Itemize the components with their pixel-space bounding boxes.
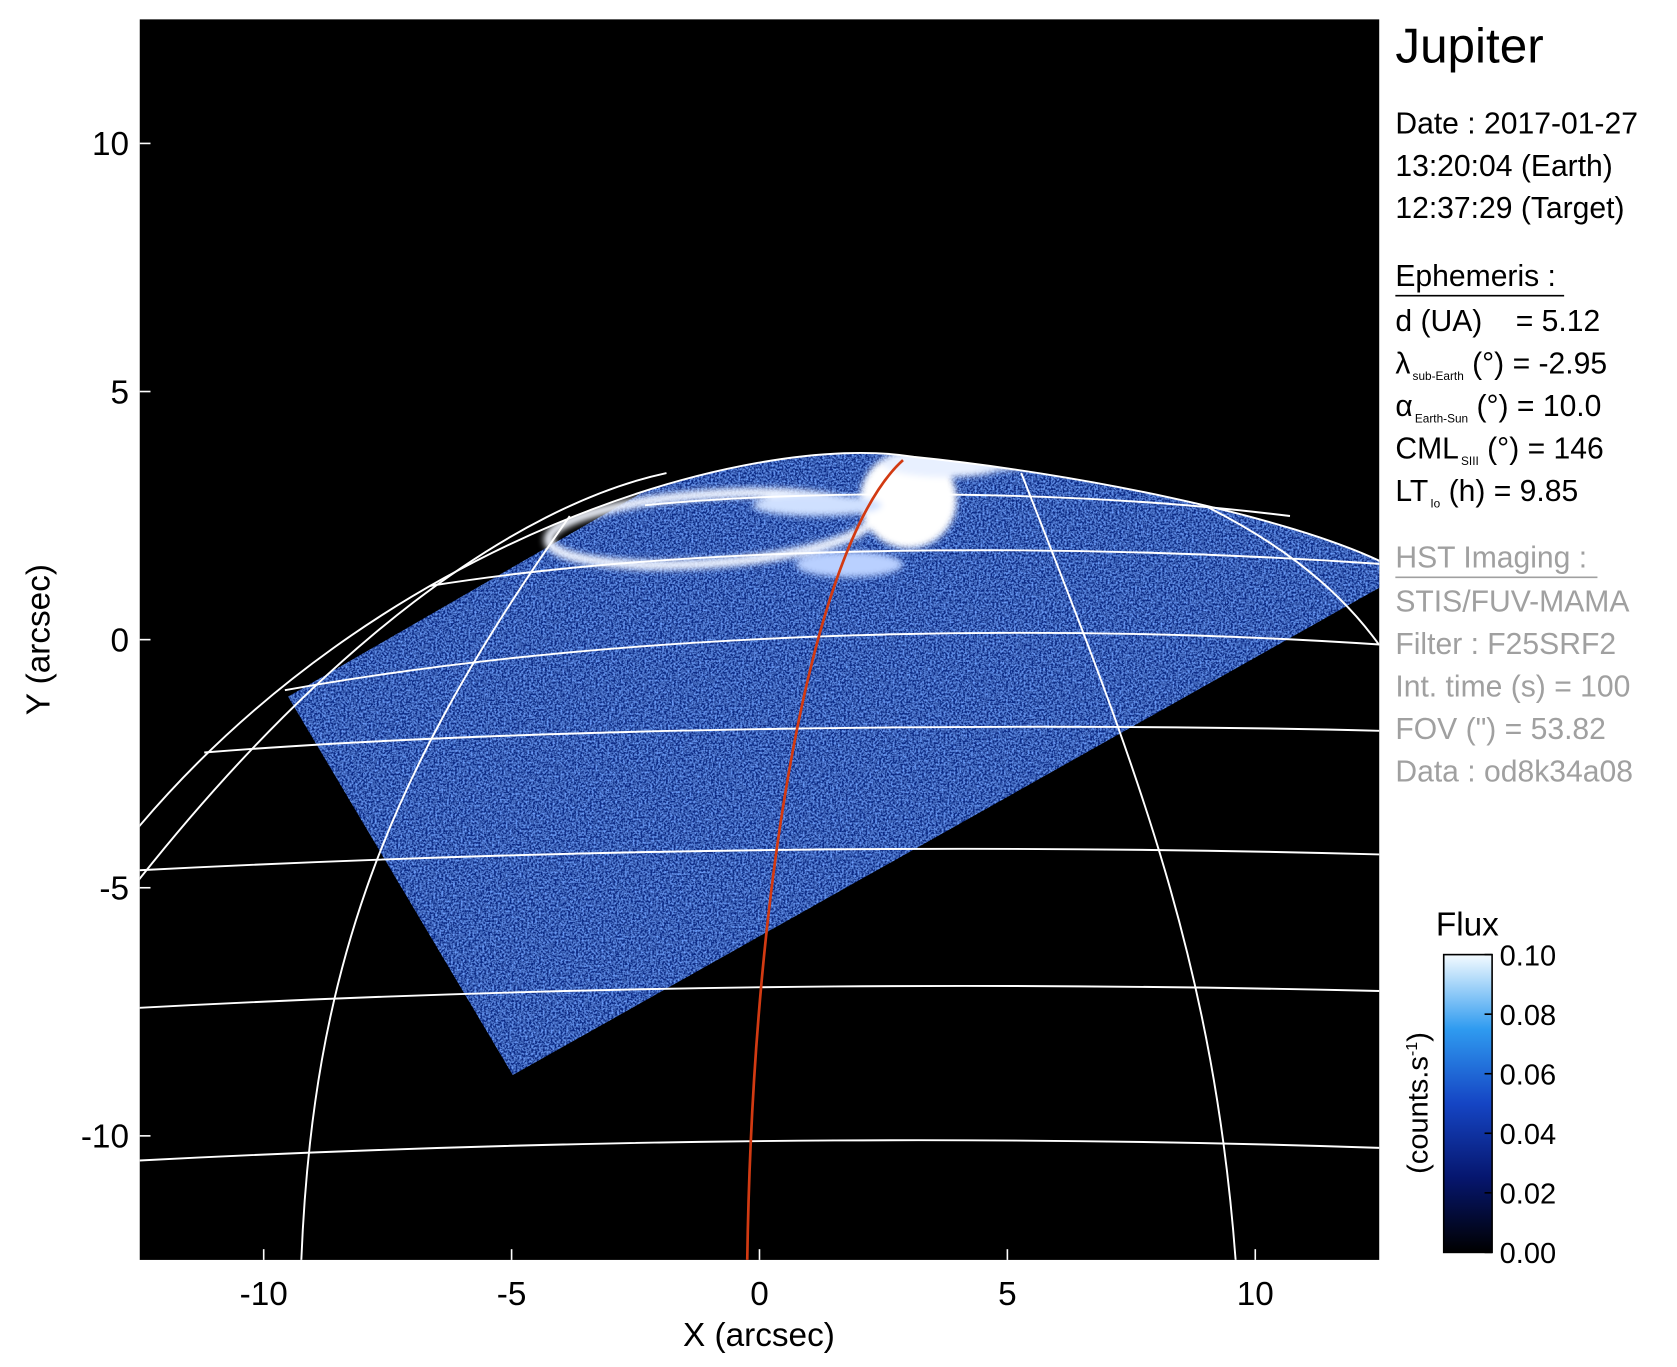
ephemeris-line: λ sub-Earth (°) = -2.95 xyxy=(1395,348,1607,383)
x-tick-label: -5 xyxy=(497,1276,527,1313)
panel-title: Jupiter xyxy=(1395,18,1543,73)
io-footprint-curve xyxy=(745,459,904,1260)
y-tick-label: 5 xyxy=(110,374,129,411)
x-tick-label: 10 xyxy=(1237,1276,1274,1313)
colorbar-label-sup: -1 xyxy=(1403,1042,1421,1056)
ephemeris-subscript: Earth-Sun xyxy=(1415,411,1468,425)
instrument-line: STIS/FUV-MAMA xyxy=(1395,586,1630,619)
colorbar-label-main: (counts.s xyxy=(1403,1056,1435,1174)
colorbar-label: (counts.s-1) xyxy=(1403,1032,1435,1174)
x-axis-label: X (arcsec) xyxy=(683,1317,835,1354)
date-line: Date : 2017-01-27 xyxy=(1395,107,1638,140)
ephemeris-subscript: SIII xyxy=(1461,454,1479,468)
planet-grid xyxy=(139,451,1380,1260)
colorbar-tick-label: 0.06 xyxy=(1500,1059,1556,1091)
ephemeris-value: (°) = 146 xyxy=(1479,433,1604,466)
y-tick-label: 0 xyxy=(110,622,129,659)
instrument-line: Data : od8k34a08 xyxy=(1395,756,1633,789)
colorbar-tick-label: 0.08 xyxy=(1500,1000,1556,1032)
ephemeris-line: CML SIII (°) = 146 xyxy=(1395,433,1603,468)
ephemeris-symbol: λ xyxy=(1395,348,1410,381)
ephemeris-value: (h) = 9.85 xyxy=(1440,475,1578,508)
x-tick-label: -10 xyxy=(240,1276,288,1313)
instrument-line: FOV (") = 53.82 xyxy=(1395,713,1606,746)
ephemeris-value: (°) = 10.0 xyxy=(1468,390,1601,423)
ephemeris-subscript: sub-Earth xyxy=(1413,369,1464,383)
ephemeris-line: d (UA) = 5.12 xyxy=(1395,305,1600,338)
y-tick-label: 10 xyxy=(92,126,129,163)
ephemeris-heading: Ephemeris : xyxy=(1395,260,1556,293)
ephemeris-line: α Earth-Sun (°) = 10.0 xyxy=(1395,390,1601,425)
colorbar-tick-label: 0.04 xyxy=(1500,1119,1556,1151)
ephemeris-value: (°) = -2.95 xyxy=(1464,348,1607,381)
instrument-heading: HST Imaging : xyxy=(1395,542,1587,575)
x-tick-label: 0 xyxy=(750,1276,769,1313)
date-line: 12:37:29 (Target) xyxy=(1395,192,1624,225)
ephemeris-symbol: CML xyxy=(1395,433,1459,466)
ephemeris-symbol: α xyxy=(1395,390,1412,423)
date-line: 13:20:04 (Earth) xyxy=(1395,150,1612,183)
x-tick-label: 5 xyxy=(998,1276,1017,1313)
instrument-line: Int. time (s) = 100 xyxy=(1395,671,1630,704)
colorbar xyxy=(1442,953,1493,1254)
ephemeris-symbol: d (UA) = 5.12 xyxy=(1395,305,1600,338)
colorbar-label-rest: ) xyxy=(1403,1032,1435,1042)
y-axis-label: Y (arcsec) xyxy=(20,564,57,715)
colorbar-tick-label: 0.00 xyxy=(1500,1238,1556,1270)
ephemeris-subscript: Io xyxy=(1430,496,1440,510)
colorbar-tick-label: 0.10 xyxy=(1500,940,1556,972)
y-tick-label: -10 xyxy=(81,1119,129,1156)
colorbar-title: Flux xyxy=(1436,906,1499,943)
instrument-line: Filter : F25SRF2 xyxy=(1395,628,1616,661)
ephemeris-symbol: LT xyxy=(1395,475,1428,508)
ephemeris-line: LT Io (h) = 9.85 xyxy=(1395,475,1578,510)
colorbar-tick-label: 0.02 xyxy=(1500,1179,1556,1211)
y-tick-label: -5 xyxy=(99,871,129,908)
